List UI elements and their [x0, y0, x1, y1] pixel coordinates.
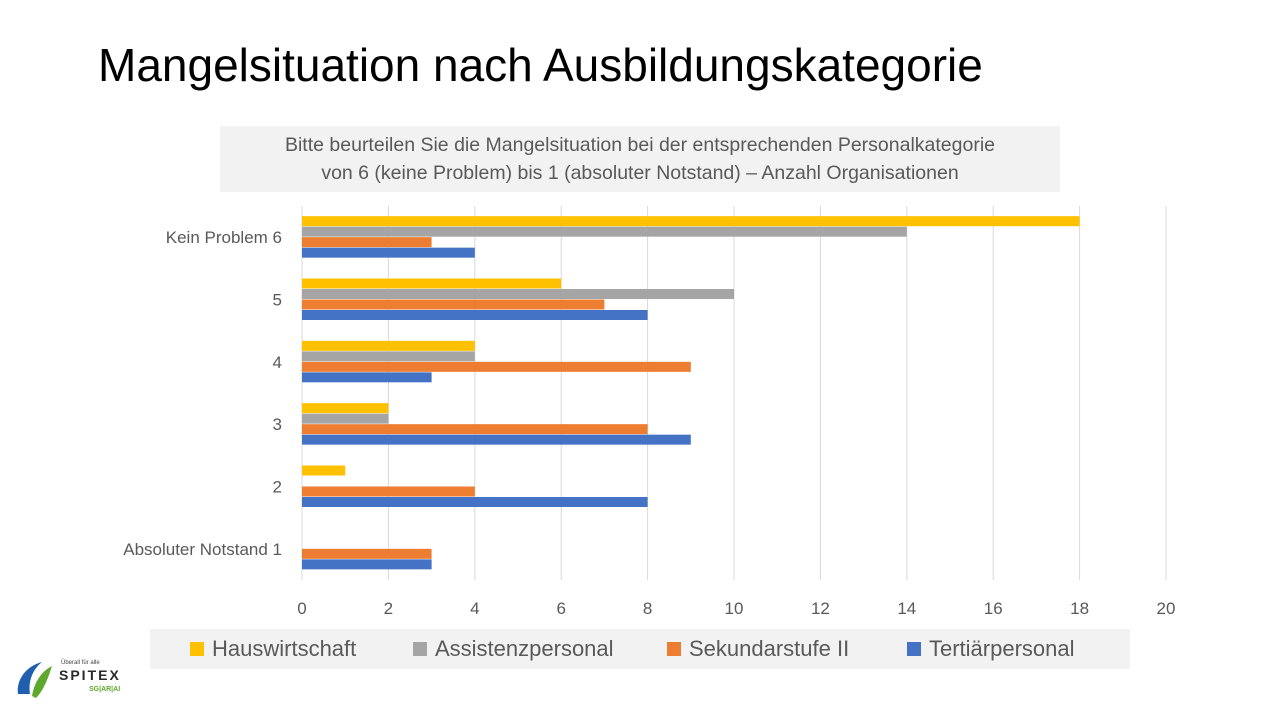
bar: [302, 486, 475, 497]
bar: [302, 403, 389, 414]
legend-swatch: [667, 642, 681, 656]
bar: [302, 372, 432, 383]
legend-item-hauswirtschaft: Hauswirtschaft: [190, 629, 356, 669]
bar: [302, 548, 432, 559]
bar: [302, 216, 1080, 227]
logo-region: SG|AR|AI: [89, 686, 121, 693]
x-tick-label: 2: [384, 599, 393, 618]
x-tick-label: 0: [297, 599, 306, 618]
logo-name: SPITEX: [59, 667, 121, 683]
legend-label: Sekundarstufe II: [689, 636, 850, 661]
chart-title: Bitte beurteilen Sie die Mangelsituation…: [220, 126, 1060, 192]
bar: [302, 465, 346, 476]
x-tick-label: 14: [897, 599, 916, 618]
bar: [302, 434, 691, 445]
x-tick-label: 4: [470, 599, 479, 618]
y-category-label: 4: [273, 353, 282, 372]
bar: [302, 278, 562, 289]
x-tick-label: 16: [984, 599, 1003, 618]
slide-title: Mangelsituation nach Ausbildungskategori…: [98, 39, 983, 91]
chart-title-line-1: Bitte beurteilen Sie die Mangelsituation…: [284, 134, 996, 156]
bar: [302, 237, 432, 248]
chart-legend: Hauswirtschaft Assistenzpersonal Sekunda…: [150, 629, 1130, 669]
bar: [302, 289, 734, 299]
bar: [302, 351, 475, 362]
bar: [302, 226, 907, 237]
spitex-logo: Überall für alle SPITEX SG|AR|AI: [12, 658, 142, 702]
x-tick-label: 6: [556, 599, 565, 618]
legend-label: Assistenzpersonal: [435, 636, 614, 661]
y-category-label: 5: [273, 291, 282, 310]
y-category-label: Absoluter Notstand 1: [123, 540, 282, 559]
x-tick-label: 18: [1070, 599, 1089, 618]
legend-swatch: [190, 642, 204, 656]
x-tick-label: 10: [725, 599, 744, 618]
legend-item-sekundarstufe: Sekundarstufe II: [667, 629, 849, 669]
x-tick-label: 8: [643, 599, 652, 618]
x-tick-label: 12: [811, 599, 830, 618]
bar: [302, 310, 648, 320]
bar: [302, 247, 475, 258]
legend-label: Hauswirtschaft: [212, 636, 357, 661]
bar: [302, 299, 605, 310]
bar: [302, 497, 648, 507]
bar: [302, 559, 432, 570]
bar: [302, 361, 691, 372]
bar: [302, 424, 648, 435]
y-category-label: 3: [273, 415, 282, 434]
legend-swatch: [907, 642, 921, 656]
y-category-label: Kein Problem 6: [166, 228, 282, 247]
logo-tagline: Überall für alle: [61, 660, 100, 666]
chart-title-line-2: von 6 (keine Problem) bis 1 (absoluter N…: [321, 162, 959, 184]
legend-item-tertiaerpersonal: Tertiärpersonal: [907, 629, 1075, 669]
legend-label: Tertiärpersonal: [929, 636, 1075, 661]
legend-item-assistenzpersonal: Assistenzpersonal: [413, 629, 614, 669]
x-tick-label: 20: [1157, 599, 1176, 618]
spitex-logo-icon: [17, 662, 52, 698]
bar: [302, 340, 475, 351]
legend-swatch: [413, 642, 427, 656]
bar: [302, 413, 389, 424]
y-category-label: 2: [273, 478, 282, 497]
